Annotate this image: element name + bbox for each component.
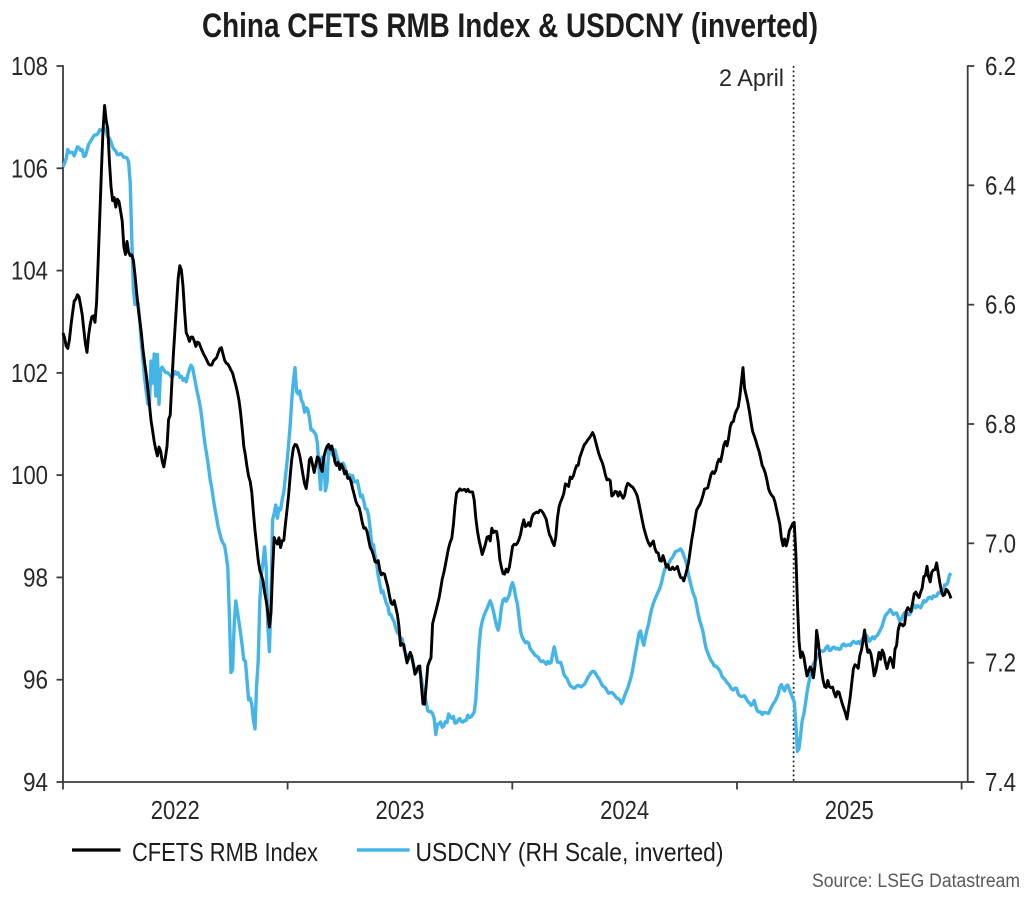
- svg-text:108: 108: [11, 51, 48, 81]
- svg-text:102: 102: [11, 358, 48, 388]
- svg-text:2023: 2023: [376, 795, 425, 825]
- svg-text:2025: 2025: [825, 795, 874, 825]
- svg-text:Source: LSEG Datastream: Source: LSEG Datastream: [812, 871, 1020, 892]
- svg-text:6.8: 6.8: [985, 409, 1016, 439]
- svg-text:USDCNY (RH Scale, inverted): USDCNY (RH Scale, inverted): [416, 837, 724, 867]
- svg-text:98: 98: [23, 562, 48, 592]
- svg-text:2022: 2022: [151, 795, 200, 825]
- svg-text:7.0: 7.0: [985, 528, 1016, 558]
- svg-text:96: 96: [23, 665, 48, 695]
- svg-text:100: 100: [11, 460, 48, 490]
- svg-text:106: 106: [11, 153, 48, 183]
- svg-text:China CFETS RMB Index & USDCNY: China CFETS RMB Index & USDCNY (inverted…: [202, 7, 818, 45]
- svg-text:7.2: 7.2: [985, 648, 1016, 678]
- svg-text:2 April: 2 April: [719, 65, 784, 92]
- svg-text:104: 104: [11, 256, 48, 286]
- svg-text:2024: 2024: [600, 795, 649, 825]
- svg-text:6.6: 6.6: [985, 290, 1016, 320]
- svg-text:94: 94: [23, 767, 48, 797]
- svg-text:CFETS RMB Index: CFETS RMB Index: [132, 837, 318, 867]
- svg-text:6.2: 6.2: [985, 51, 1016, 81]
- svg-text:6.4: 6.4: [985, 170, 1016, 200]
- svg-text:7.4: 7.4: [985, 767, 1016, 797]
